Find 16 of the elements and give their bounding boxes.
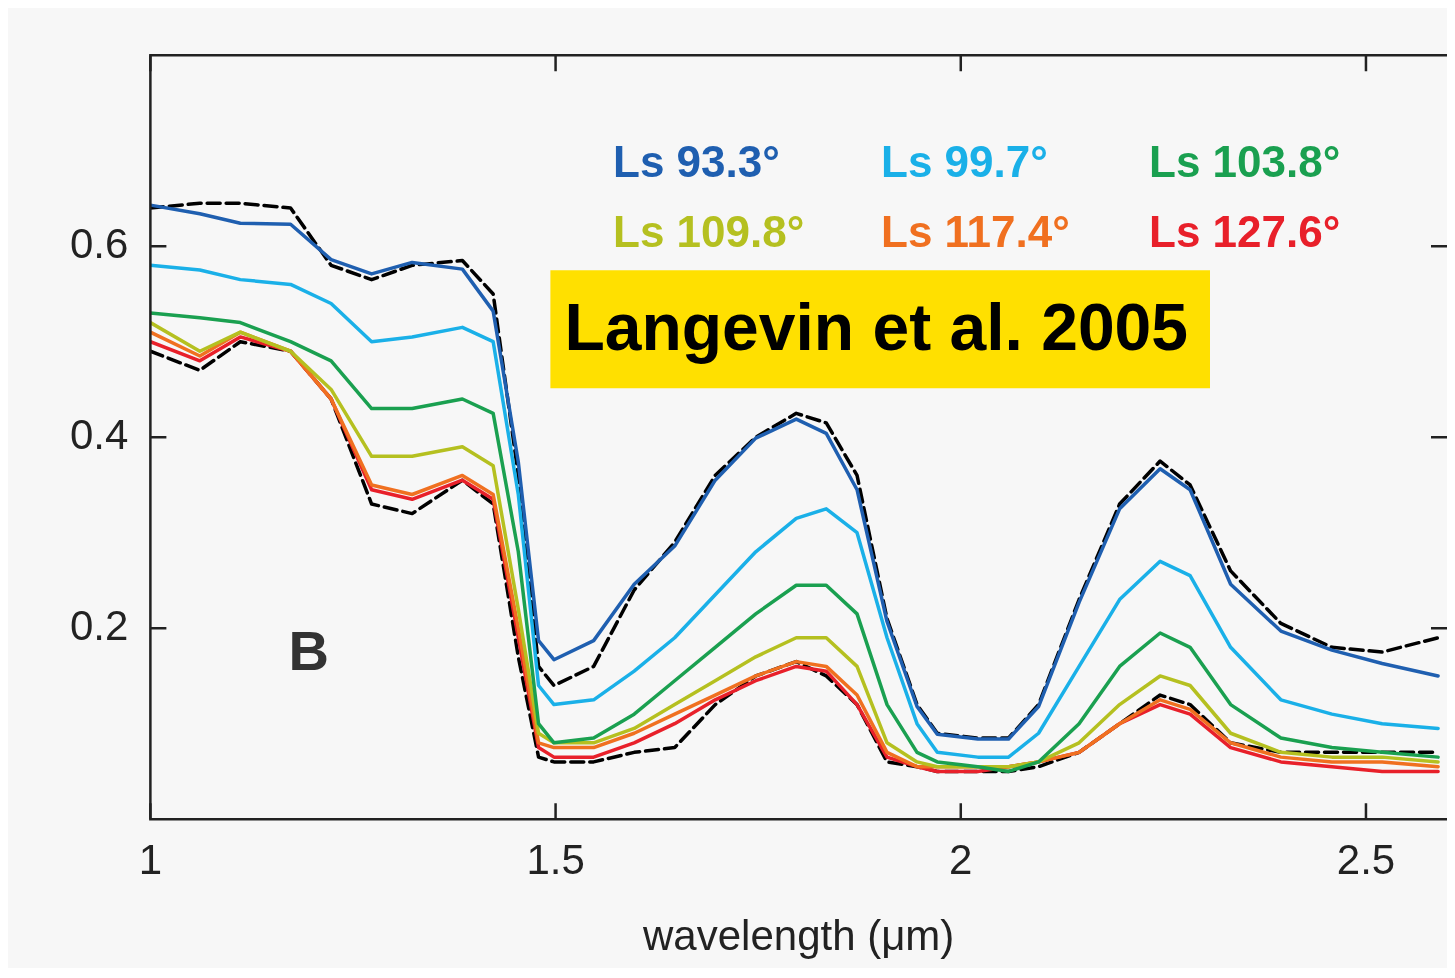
y-tick-label: 0.6 [70,219,129,267]
x-tick-label: 1 [138,835,163,883]
text: Ls 117.4° [881,207,1070,257]
x-tick-label: 1.5 [526,835,585,883]
x-tick-label: 2.5 [1336,835,1396,883]
x-tick-label: 2 [949,835,973,883]
annotation: Langevin et al. 2005 [564,290,1189,365]
y-tick-label: 0.4 [70,410,129,458]
y-tick-label: 0.2 [70,601,129,649]
text: Ls 127.6° [1149,207,1341,257]
text: Ls 103.8° [1149,137,1341,187]
text: Ls 109.8° [613,207,805,257]
annotation: B [288,618,329,682]
x-axis-title: wavelength (μm) [642,912,955,960]
text: Ls 99.7° [881,137,1048,187]
text: Ls 93.3° [613,137,780,187]
